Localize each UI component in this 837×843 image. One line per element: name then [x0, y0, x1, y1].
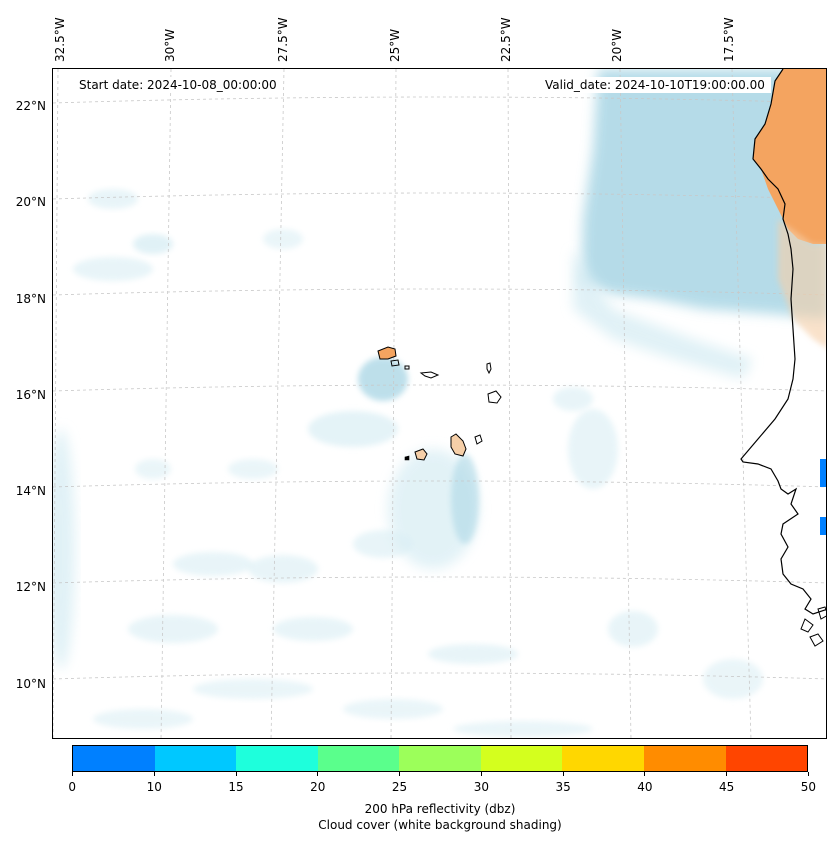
cloud-patch	[263, 229, 303, 249]
lat-label: 10°N	[15, 677, 46, 691]
lon-label: 20°W	[610, 28, 624, 62]
land-pale-fringe	[778, 219, 826, 348]
valid-date-label: Valid_date: 2024-10-10T19:00:00.00	[539, 77, 771, 93]
colorbar-tick-label: 40	[637, 780, 653, 794]
colorbar-tick-label: 45	[719, 780, 735, 794]
colorbar-caption-line2: Cloud cover (white background shading)	[318, 818, 562, 832]
cloud-patch	[248, 555, 318, 583]
lat-label: 16°N	[15, 388, 46, 402]
cloud-patch	[358, 357, 408, 401]
cloud-patch	[273, 617, 353, 641]
island-santo-antao	[377, 346, 397, 360]
lat-label: 18°N	[15, 292, 46, 306]
lat-label: 20°N	[15, 195, 46, 209]
cloud-patch	[308, 411, 398, 447]
map-canvas	[53, 69, 826, 738]
cloud-patch	[453, 721, 593, 737]
coastline-bijagos	[800, 618, 814, 633]
cloud-patch	[193, 679, 313, 699]
lat-label: 22°N	[15, 99, 46, 113]
colorbar-tick-label: 20	[310, 780, 326, 794]
coastline-bijagos	[817, 606, 826, 620]
colorbar-segment	[480, 746, 563, 771]
colorbar-tick-label: 10	[146, 780, 162, 794]
coastline-mainland	[740, 69, 826, 615]
colorbar-caption-line1: 200 hPa reflectivity (dbz)	[364, 802, 516, 816]
colorbar-segment	[317, 746, 400, 771]
colorbar-tick-mark	[399, 772, 400, 776]
coastline-bijagos	[809, 633, 824, 647]
lon-label: 17.5°W	[722, 17, 736, 62]
island-sao-vicente	[390, 359, 400, 367]
island-boa-vista	[487, 390, 502, 404]
colorbar-segment	[154, 746, 237, 771]
island-sao-nicolau	[419, 371, 440, 379]
lon-label: 22.5°W	[499, 17, 513, 62]
colorbar	[72, 745, 808, 772]
lon-label: 30°W	[163, 28, 177, 62]
colorbar-tick-mark	[154, 772, 155, 776]
cloud-cover-layer	[53, 69, 826, 737]
colorbar-segment	[236, 746, 318, 771]
colorbar-tick-label: 50	[800, 780, 817, 794]
colorbar-tick-label: 35	[555, 780, 571, 794]
colorbar-tick-mark	[72, 772, 73, 776]
cloud-patch	[568, 409, 618, 489]
colorbar-tick-mark	[481, 772, 482, 776]
colorbar-tick-label: 25	[391, 780, 408, 794]
cloud-patch	[128, 615, 218, 643]
colorbar-tick-label: 15	[228, 780, 244, 794]
lon-label: 32.5°W	[53, 17, 67, 62]
cloud-patch	[703, 659, 763, 699]
lat-label: 14°N	[15, 484, 46, 498]
cape-verde-islands	[377, 346, 502, 461]
colorbar-tick-mark	[644, 772, 645, 776]
colorbar-tick-mark	[808, 772, 809, 776]
cloud-patch	[133, 234, 173, 254]
colorbar-segment	[562, 746, 644, 771]
island-sal	[486, 362, 492, 375]
cloud-patch	[53, 429, 75, 669]
cloud-patch	[93, 709, 193, 729]
colorbar-segment	[73, 746, 155, 771]
island-fogo	[414, 448, 428, 461]
land-sahara	[753, 69, 826, 244]
colorbar-tick-mark	[236, 772, 237, 776]
island-santiago	[450, 433, 467, 457]
cloud-patch	[88, 189, 138, 209]
start-date-label: Start date: 2024-10-08_00:00:00	[73, 77, 283, 93]
cloud-patch	[428, 644, 518, 664]
colorbar-tick-mark	[726, 772, 727, 776]
cloud-patch	[73, 257, 153, 281]
lon-label: 27.5°W	[276, 17, 290, 62]
colorbar-segment	[725, 746, 808, 771]
island-santa-luzia	[404, 365, 410, 370]
cloud-patch	[353, 530, 413, 558]
colorbar-caption: 200 hPa reflectivity (dbz) Cloud cover (…	[72, 801, 808, 833]
cloud-patch	[553, 387, 593, 411]
cloud-band-northeast	[573, 249, 753, 379]
africa-coastline	[740, 69, 826, 647]
lon-label: 25°W	[388, 28, 402, 62]
cloud-patch	[451, 454, 479, 544]
colorbar-tick-mark	[317, 772, 318, 776]
island-maio	[474, 434, 483, 445]
reflectivity-cell	[820, 517, 826, 535]
cloud-patch	[228, 459, 278, 479]
cloud-patch	[173, 552, 253, 576]
lat-label: 12°N	[15, 580, 46, 594]
reflectivity-cell	[820, 459, 826, 487]
cloud-patch	[343, 699, 443, 719]
colorbar-segment	[399, 746, 481, 771]
island-brava	[404, 455, 410, 461]
colorbar-tick-mark	[563, 772, 564, 776]
graticule	[53, 69, 826, 738]
map-panel: Start date: 2024-10-08_00:00:00 Valid_da…	[52, 68, 827, 739]
colorbar-tick-label: 30	[473, 780, 489, 794]
cloud-patch	[135, 459, 171, 479]
colorbar-tick-label: 0	[68, 780, 77, 794]
colorbar-segment	[643, 746, 726, 771]
cloud-patch	[608, 611, 658, 647]
